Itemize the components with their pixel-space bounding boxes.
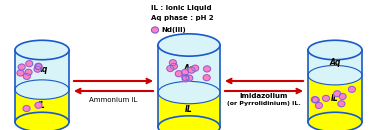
Ellipse shape xyxy=(312,97,319,103)
Ellipse shape xyxy=(203,75,210,81)
Ellipse shape xyxy=(167,66,174,72)
Ellipse shape xyxy=(26,61,33,67)
Ellipse shape xyxy=(311,97,318,103)
Bar xyxy=(308,50,362,75)
Bar xyxy=(158,93,220,127)
Ellipse shape xyxy=(17,70,24,76)
Ellipse shape xyxy=(25,69,32,75)
Ellipse shape xyxy=(23,106,30,112)
Ellipse shape xyxy=(315,102,322,108)
Ellipse shape xyxy=(322,95,330,101)
Text: IL: IL xyxy=(331,94,339,103)
Text: IL: IL xyxy=(185,105,193,114)
Bar xyxy=(158,45,220,93)
Bar xyxy=(15,50,69,90)
Ellipse shape xyxy=(18,64,25,70)
Text: IL: IL xyxy=(38,101,46,110)
Text: Imidazolium: Imidazolium xyxy=(240,93,288,99)
Text: IL : Ionic Liquid: IL : Ionic Liquid xyxy=(151,5,212,11)
Ellipse shape xyxy=(186,75,193,81)
Ellipse shape xyxy=(192,65,199,71)
Ellipse shape xyxy=(23,73,30,79)
Ellipse shape xyxy=(169,60,177,66)
Ellipse shape xyxy=(182,74,189,80)
Ellipse shape xyxy=(158,116,220,130)
Bar xyxy=(308,75,362,122)
Ellipse shape xyxy=(35,63,42,69)
Text: Aq phase : pH 2: Aq phase : pH 2 xyxy=(151,15,214,21)
Ellipse shape xyxy=(35,64,42,70)
Ellipse shape xyxy=(175,71,182,77)
Ellipse shape xyxy=(35,102,42,108)
Ellipse shape xyxy=(34,66,41,72)
Text: Aq: Aq xyxy=(329,58,341,67)
Text: Aq: Aq xyxy=(183,64,195,73)
Ellipse shape xyxy=(152,27,158,33)
Ellipse shape xyxy=(170,63,177,69)
Ellipse shape xyxy=(308,112,362,130)
Ellipse shape xyxy=(339,93,346,99)
Ellipse shape xyxy=(338,101,345,107)
Ellipse shape xyxy=(308,66,362,85)
Ellipse shape xyxy=(15,40,69,60)
Text: Ammonium IL: Ammonium IL xyxy=(89,97,138,103)
Ellipse shape xyxy=(158,34,220,56)
Ellipse shape xyxy=(15,80,69,99)
Ellipse shape xyxy=(158,81,220,104)
Ellipse shape xyxy=(15,112,69,130)
Ellipse shape xyxy=(181,69,189,75)
Ellipse shape xyxy=(349,86,355,92)
Ellipse shape xyxy=(203,66,211,72)
Bar xyxy=(15,90,69,122)
Text: (or Pyrrolidinium) IL.: (or Pyrrolidinium) IL. xyxy=(227,102,301,106)
Ellipse shape xyxy=(182,76,189,82)
Text: Nd(III): Nd(III) xyxy=(161,27,186,33)
Ellipse shape xyxy=(334,91,341,97)
Ellipse shape xyxy=(188,67,195,73)
Ellipse shape xyxy=(308,40,362,60)
Text: Aq: Aq xyxy=(36,65,48,74)
